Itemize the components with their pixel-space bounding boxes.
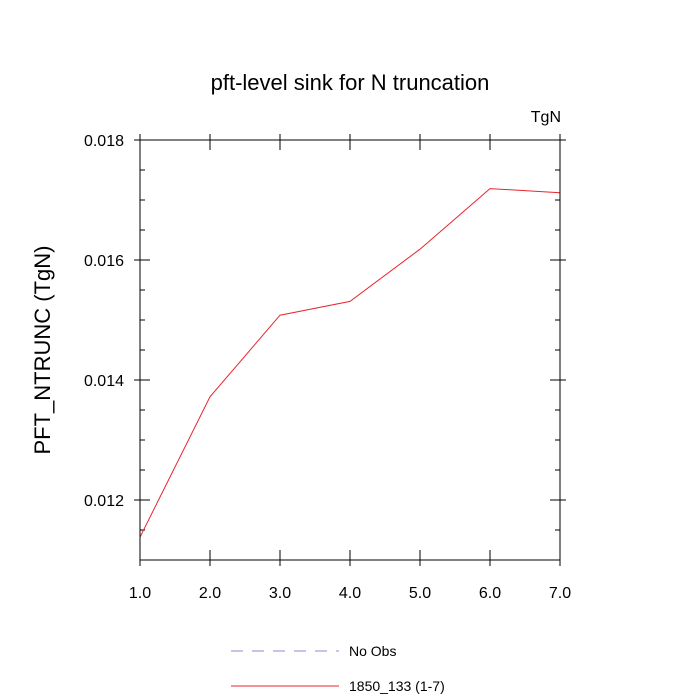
x-tick-label: 2.0 — [199, 585, 221, 602]
y-tick-label: 0.014 — [84, 373, 124, 390]
x-tick-label: 4.0 — [339, 585, 361, 602]
y-tick-label: 0.016 — [84, 253, 124, 270]
x-tick-label: 5.0 — [409, 585, 431, 602]
series-layer — [139, 188, 561, 538]
y-axis-label: PFT_NTRUNC (TgN) — [30, 246, 55, 455]
axis-ticks — [134, 134, 566, 566]
x-tick-label: 6.0 — [479, 585, 501, 602]
series-line — [139, 188, 561, 538]
y-tick-labels: 0.012 0.014 0.016 0.018 — [84, 133, 124, 510]
x-tick-label: 3.0 — [269, 585, 291, 602]
legend: No Obs 1850_133 (1-7) — [231, 643, 445, 694]
x-tick-labels: 1.0 2.0 3.0 4.0 5.0 6.0 7.0 — [129, 585, 571, 602]
legend-label: No Obs — [349, 643, 396, 659]
legend-label: 1850_133 (1-7) — [349, 678, 445, 694]
chart-title: pft-level sink for N truncation — [211, 70, 490, 95]
units-label: TgN — [531, 109, 561, 126]
y-tick-label: 0.018 — [84, 133, 124, 150]
plot-frame — [139, 139, 561, 561]
x-tick-label: 1.0 — [129, 585, 151, 602]
y-tick-label: 0.012 — [84, 493, 124, 510]
x-tick-label: 7.0 — [549, 585, 571, 602]
